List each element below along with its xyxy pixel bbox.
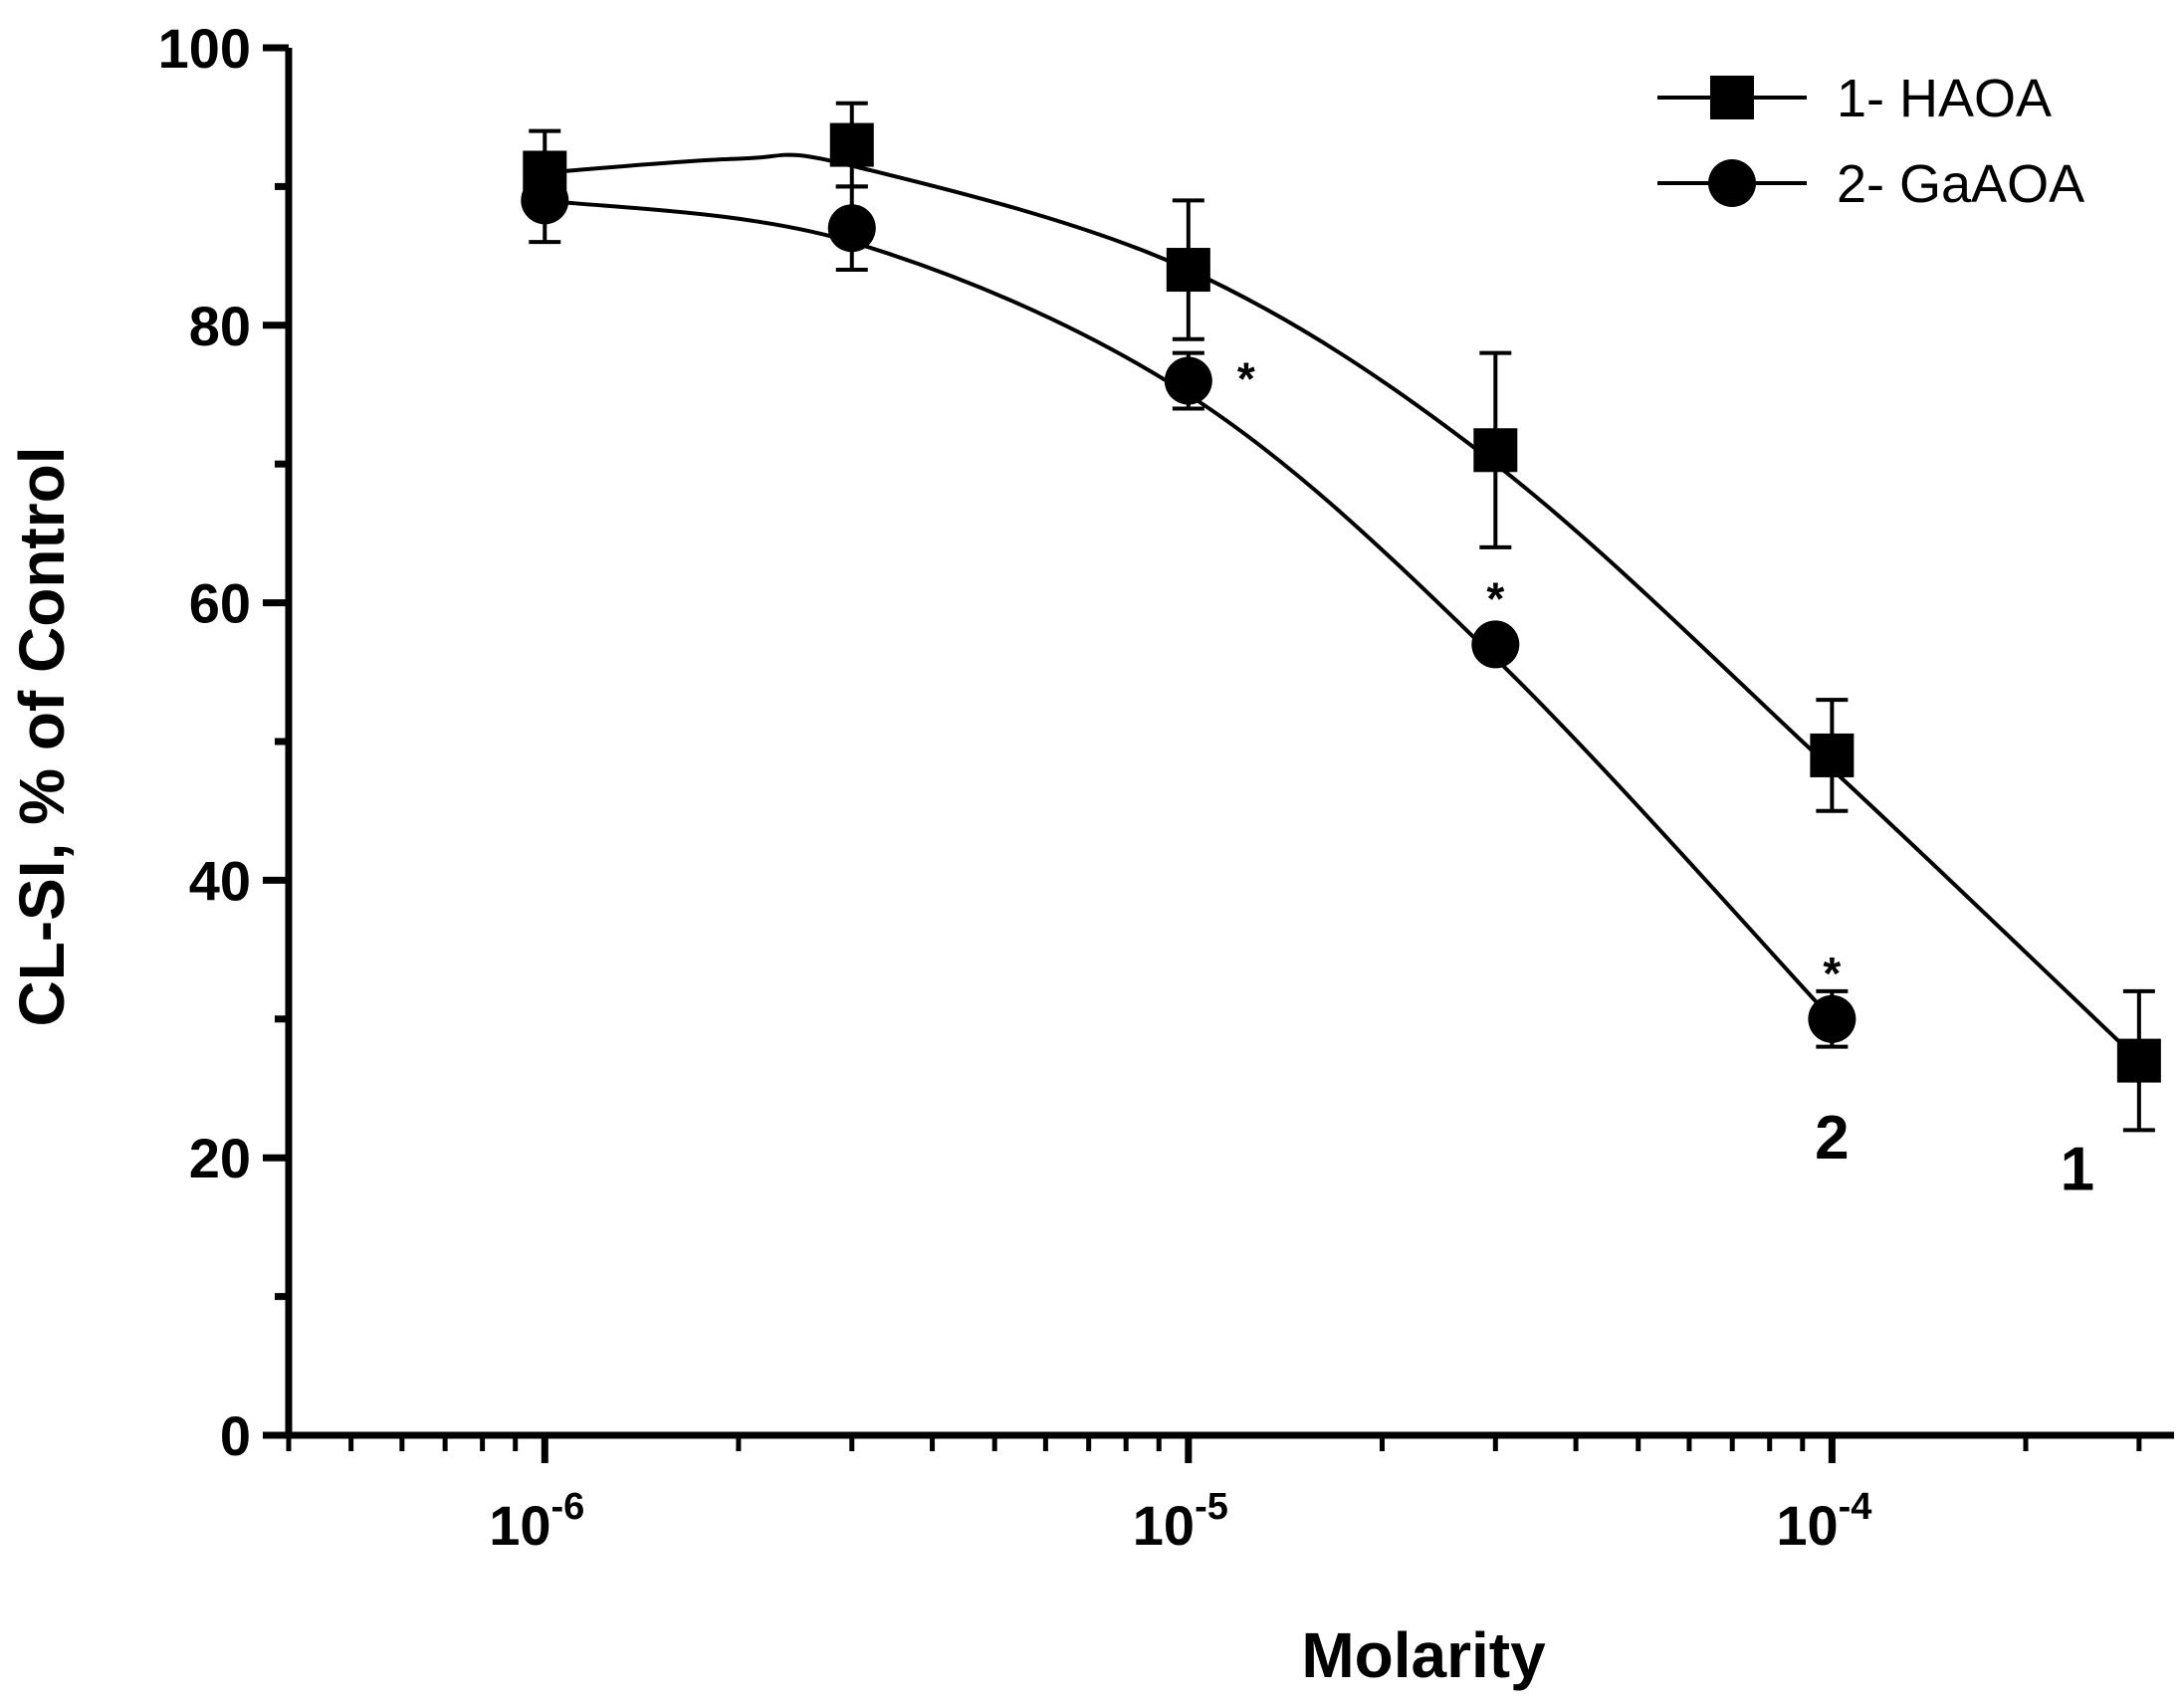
x-tick-label: 10-4 (1776, 1486, 1871, 1557)
x-axis-ticks: 10-6 10-5 10-4 (286, 1435, 2142, 1557)
data-point-haoa (829, 122, 874, 167)
y-axis-title: CL-SI, % of Control (6, 446, 78, 1026)
x-tick-exponent: -5 (1195, 1486, 1228, 1528)
y-tick-label: 80 (189, 295, 251, 357)
y-axis-ticks: 0 20 40 60 80 100 (158, 17, 289, 1467)
data-point-gaaoa (1164, 356, 1212, 405)
data-point-haoa (1473, 428, 1518, 473)
x-tick-exponent: -4 (1839, 1486, 1872, 1528)
data-markers (521, 122, 2161, 1083)
x-tick-base: 10 (1776, 1494, 1838, 1557)
curve-label-gaaoa: 2 (1815, 1104, 1849, 1173)
significance-star: * (1823, 948, 1841, 999)
data-point-haoa (1166, 248, 1210, 293)
x-axis-title: Molarity (1301, 1619, 1546, 1691)
axes (285, 48, 2174, 1439)
y-tick-label: 100 (158, 17, 251, 80)
data-point-haoa (2116, 1038, 2161, 1083)
legend-label-haoa: 1- HAOA (1837, 69, 2052, 128)
data-point-haoa (1810, 733, 1855, 777)
data-point-gaaoa (827, 204, 876, 253)
data-point-gaaoa (521, 176, 569, 225)
y-tick-label: 40 (189, 849, 251, 912)
legend-label-gaaoa: 2- GaAOA (1837, 154, 2084, 214)
data-point-gaaoa (1471, 620, 1520, 669)
y-tick-label: 20 (189, 1127, 251, 1189)
annotations: 1 * * * 2 (1237, 353, 2094, 1204)
curve-label-haoa: 1 (2061, 1136, 2094, 1204)
significance-star: * (1486, 572, 1504, 624)
x-tick-base: 10 (1133, 1494, 1195, 1557)
y-tick-label: 60 (189, 572, 251, 635)
x-tick-base: 10 (489, 1494, 550, 1557)
y-tick-label: 0 (220, 1404, 251, 1467)
legend-marker-gaaoa (1708, 159, 1756, 207)
data-point-gaaoa (1808, 994, 1856, 1043)
legend-marker-haoa (1710, 76, 1754, 119)
legend: 1- HAOA 2- GaAOA (1657, 69, 2084, 214)
fit-curve-gaaoa (545, 198, 1834, 1021)
x-tick-exponent: -6 (551, 1486, 585, 1528)
fit-curves (545, 152, 2141, 1063)
x-tick-label: 10-6 (489, 1486, 584, 1557)
error-bars (529, 101, 2155, 1133)
x-tick-label: 10-5 (1133, 1486, 1228, 1557)
significance-star: * (1237, 353, 1255, 405)
fit-curve-haoa (545, 152, 2141, 1063)
